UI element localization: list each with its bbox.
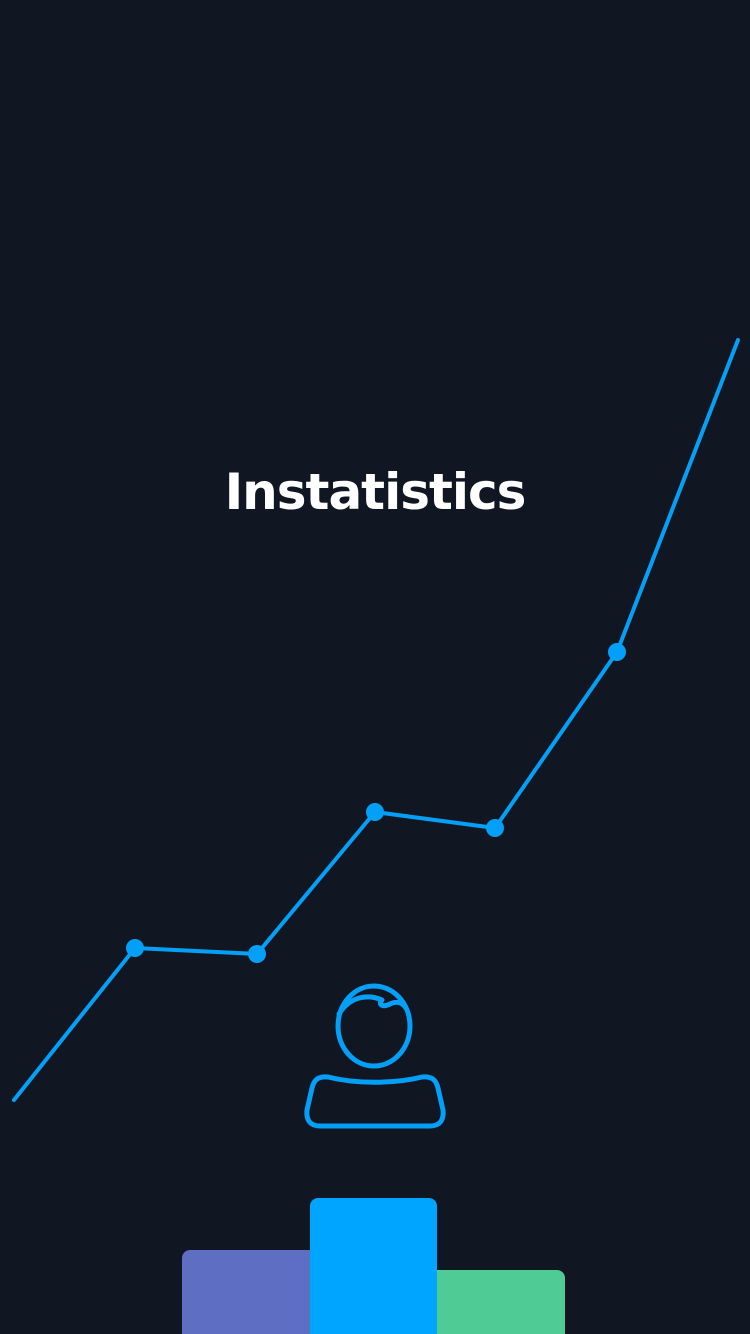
app-title: Instatistics	[224, 463, 527, 521]
podium-third-place	[437, 1270, 565, 1334]
trend-point	[486, 819, 504, 837]
trend-point	[608, 643, 626, 661]
trend-point	[366, 803, 384, 821]
podium-first-place	[310, 1198, 437, 1334]
user-icon	[304, 983, 446, 1129]
podium-second-place	[182, 1250, 312, 1334]
trend-point	[248, 945, 266, 963]
trend-point	[126, 939, 144, 957]
